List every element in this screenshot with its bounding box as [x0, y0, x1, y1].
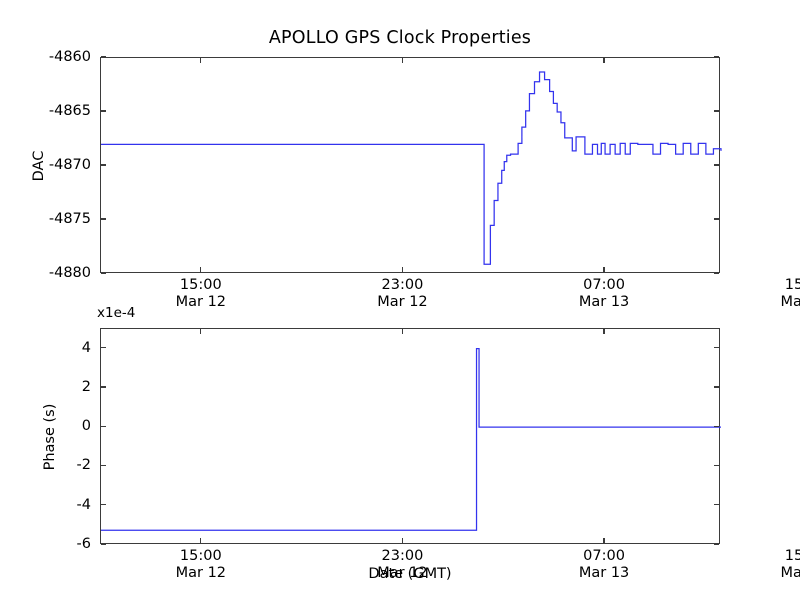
y-tick	[101, 386, 106, 388]
x-tick	[401, 58, 404, 63]
y-tick	[101, 464, 106, 467]
y-tick	[714, 504, 719, 506]
y-tick	[101, 272, 106, 274]
xtick-label: 07:00 Mar 13	[578, 548, 630, 581]
xtick-label: 23:00 Mar 12	[377, 548, 428, 581]
xtick-label: 23:00 Mar 12	[377, 277, 428, 310]
x-tick	[401, 329, 404, 334]
ytick-label: -4860	[48, 49, 91, 65]
xtick-label: 15:00 Mar 12	[175, 277, 227, 310]
y-tick	[101, 504, 106, 506]
ytick-label: -4880	[48, 265, 91, 281]
x-tick	[401, 538, 404, 543]
x-tick	[603, 329, 605, 334]
y-tick	[714, 272, 719, 274]
y-tick	[101, 56, 106, 58]
ytick-label: 2	[81, 378, 91, 395]
y-tick	[101, 346, 106, 349]
x-tick	[200, 267, 202, 272]
x-tick	[200, 538, 202, 543]
ytick-label: 4	[81, 339, 91, 356]
ytick-label: -6	[76, 536, 91, 552]
xtick-label: 07:00 Mar 13	[578, 277, 630, 310]
ytick-label: -4	[76, 496, 91, 513]
phase-data-line	[101, 348, 721, 531]
y-tick	[714, 56, 719, 58]
x-tick	[603, 538, 605, 543]
phase-axis-label: Phase (s)	[42, 403, 58, 471]
y-tick	[714, 425, 719, 427]
x-tick	[603, 267, 605, 272]
x-tick	[401, 267, 404, 272]
y-tick	[714, 346, 719, 349]
y-tick	[101, 110, 106, 112]
y-tick	[714, 543, 719, 545]
xtick-label: 15:00 Mar 12	[175, 548, 227, 581]
x-tick	[200, 58, 202, 63]
y-tick	[714, 464, 719, 467]
y-tick	[714, 386, 719, 388]
phase-offset-text: x1e-4	[97, 305, 136, 321]
ytick-label: -4865	[48, 103, 91, 119]
ytick-label: -4870	[48, 157, 91, 173]
dac-data-line	[101, 71, 722, 265]
x-tick	[200, 329, 202, 334]
x-tick	[603, 58, 605, 63]
dac-plot-area	[100, 57, 722, 273]
y-tick	[101, 218, 106, 220]
y-tick	[714, 164, 719, 166]
y-tick	[714, 110, 719, 112]
y-tick	[714, 218, 719, 220]
phase-plot-area	[100, 328, 721, 544]
ytick-label: -2	[76, 457, 91, 474]
ytick-label: -4875	[48, 211, 91, 227]
y-tick	[101, 164, 106, 166]
dac-axis-label: DAC	[31, 150, 47, 182]
page-title: APOLLO GPS Clock Properties	[268, 28, 532, 48]
x-axis-label: Date (GMT)	[368, 566, 452, 582]
y-tick	[101, 425, 106, 427]
y-tick	[101, 543, 106, 545]
ytick-label: 0	[81, 418, 91, 435]
